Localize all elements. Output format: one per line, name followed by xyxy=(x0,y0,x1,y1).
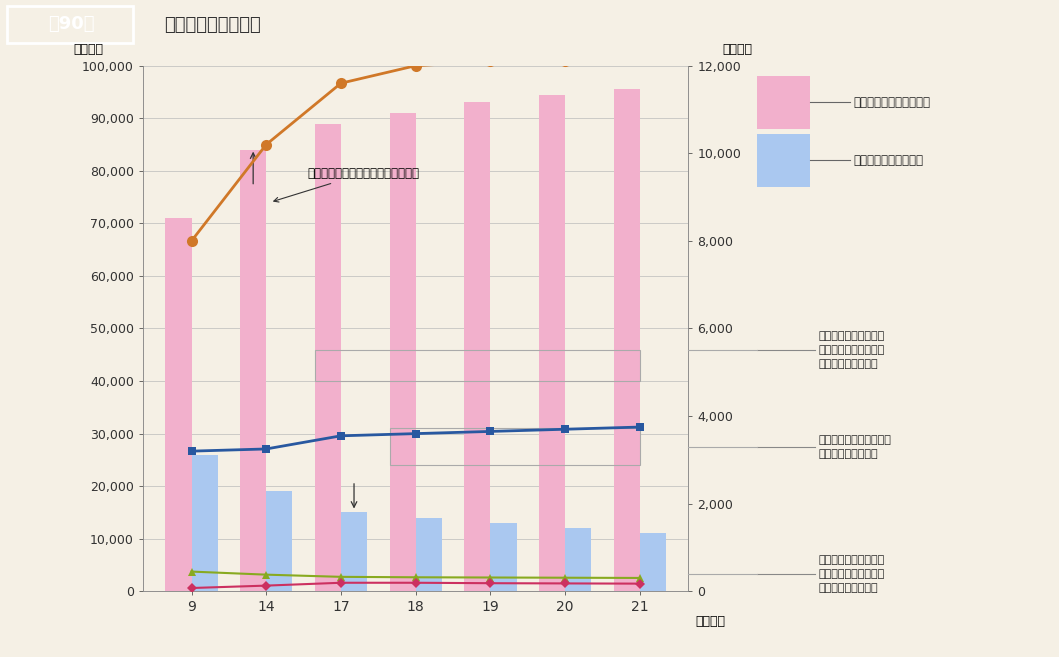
Text: 第90図: 第90図 xyxy=(49,14,94,33)
Bar xyxy=(640,533,666,591)
Text: 下水処理人口の推移: 下水処理人口の推移 xyxy=(164,16,261,34)
Bar xyxy=(315,124,341,591)
Bar xyxy=(490,523,517,591)
Text: （千人）: （千人） xyxy=(722,43,753,56)
Text: （年度）: （年度） xyxy=(696,616,725,629)
Bar xyxy=(240,150,266,591)
Bar xyxy=(539,95,566,591)
Bar xyxy=(192,455,218,591)
Text: し尿処理施設処理人口: し尿処理施設処理人口 xyxy=(854,154,923,167)
Text: 合併処理浄化槽処理人口（右目盛）: 合併処理浄化槽処理人口（右目盛） xyxy=(274,167,419,202)
Text: コミュニティ・プラント
処理人口（右目盛）: コミュニティ・プラント 処理人口（右目盛） xyxy=(819,435,892,459)
Bar xyxy=(165,218,192,591)
Bar xyxy=(464,102,490,591)
Bar xyxy=(613,89,640,591)
Text: 公共下水道現在排水人口: 公共下水道現在排水人口 xyxy=(854,96,930,109)
Bar xyxy=(341,512,367,591)
Bar xyxy=(266,491,292,591)
Bar xyxy=(315,350,640,381)
Bar xyxy=(415,518,442,591)
Bar xyxy=(757,134,810,187)
Text: 漁業集落排水施設現在
排水人口：うち汚水に
係るもの（右目盛）: 漁業集落排水施設現在 排水人口：うち汚水に 係るもの（右目盛） xyxy=(819,555,884,593)
Bar xyxy=(757,76,810,129)
Text: （千人）: （千人） xyxy=(73,43,104,56)
Text: 農業集落排水施設現在
排水人口：うち汚水に
係るもの（右目盛）: 農業集落排水施設現在 排水人口：うち汚水に 係るもの（右目盛） xyxy=(819,331,884,369)
Bar xyxy=(390,113,415,591)
Bar xyxy=(566,528,591,591)
Bar xyxy=(390,428,640,465)
